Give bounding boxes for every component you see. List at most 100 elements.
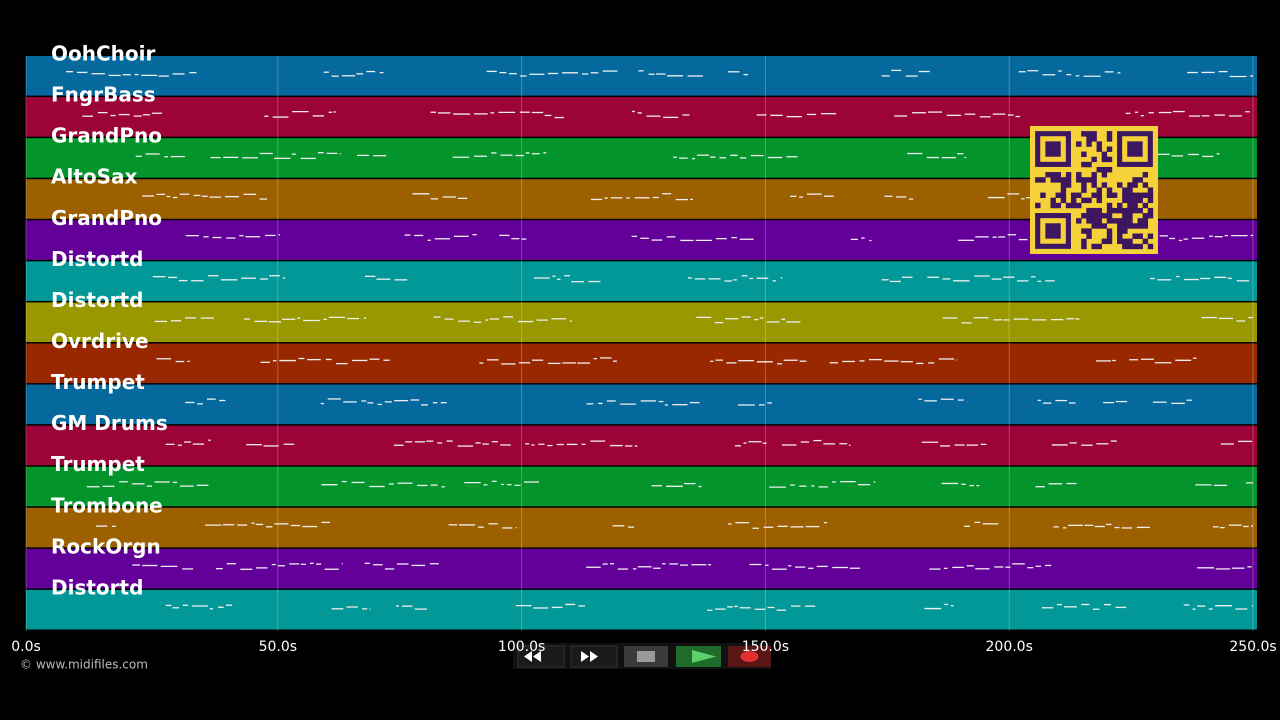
qr-finder [1117, 131, 1153, 167]
qr-module [1106, 166, 1113, 173]
qr-module [1086, 213, 1092, 219]
play-button[interactable] [676, 646, 721, 667]
track-row [26, 425, 1257, 466]
qr-module [1096, 166, 1102, 173]
qr-module [1086, 141, 1092, 147]
qr-finder [1045, 223, 1061, 239]
time-tick-label: 0.0s [11, 639, 41, 655]
qr-module [1106, 136, 1113, 142]
qr-module [1122, 187, 1128, 193]
track-labels: OohChoir FngrBass GrandPno AltoSax GrandPno D… [51, 42, 168, 600]
qr-module [1117, 228, 1123, 234]
qr-module [1081, 243, 1087, 250]
qr-module [1117, 202, 1123, 209]
track-label: GM Drums [51, 411, 168, 435]
track-label: GrandPno [51, 206, 162, 230]
qr-module [1076, 141, 1082, 147]
qr-module [1086, 177, 1092, 183]
qr-module [1091, 172, 1097, 178]
qr-module [1137, 233, 1143, 239]
qr-module [1106, 131, 1113, 137]
qr-module [1106, 207, 1113, 214]
qr-module [1096, 197, 1102, 204]
qr-module [1106, 218, 1113, 224]
qr-module [1096, 243, 1102, 250]
qr-module [1142, 202, 1149, 209]
qr-module [1111, 192, 1118, 198]
qr-module [1132, 202, 1138, 209]
qr-module [1081, 161, 1087, 168]
time-tick-label: 50.0s [259, 639, 297, 655]
qr-module [1091, 192, 1097, 198]
time-tick-label: 250.0s [1229, 639, 1276, 655]
qr-module [1127, 218, 1133, 224]
qr-module [1137, 192, 1143, 198]
qr-module [1132, 233, 1138, 239]
time-tick-label: 100.0s [498, 639, 545, 655]
qr-module [1106, 192, 1113, 198]
qr-module [1035, 202, 1041, 209]
qr-module [1060, 192, 1067, 198]
qr-module [1122, 197, 1128, 204]
qr-module [1055, 202, 1062, 209]
qr-module [1142, 223, 1149, 229]
qr-module [1045, 172, 1051, 178]
qr-module [1147, 213, 1154, 219]
record-button[interactable] [728, 646, 771, 667]
qr-module [1091, 177, 1097, 183]
transport-controls [513, 643, 771, 669]
qr-module [1117, 223, 1123, 229]
qr-module [1127, 213, 1133, 219]
qr-module [1106, 202, 1113, 209]
qr-module [1137, 177, 1143, 183]
track-row [26, 384, 1257, 425]
track-row [26, 466, 1257, 507]
qr-module [1122, 207, 1128, 214]
qr-module [1086, 218, 1092, 224]
rewind-button[interactable] [517, 645, 565, 668]
qr-module [1086, 207, 1092, 214]
track-label: Trumpet [51, 370, 145, 394]
qr-module [1060, 182, 1067, 188]
qr-module [1040, 177, 1046, 183]
qr-module [1127, 192, 1133, 198]
qr-module [1055, 192, 1062, 198]
qr-module [1081, 197, 1087, 204]
qr-module [1137, 207, 1143, 214]
qr-module [1101, 238, 1108, 245]
copyright: © www.midifiles.com [20, 658, 148, 672]
qr-module [1091, 218, 1097, 224]
qr-module [1137, 197, 1143, 204]
qr-module [1111, 207, 1118, 214]
qr-module [1101, 223, 1108, 229]
qr-module [1035, 177, 1041, 183]
qr-module [1132, 207, 1138, 214]
qr-module [1101, 213, 1108, 219]
track-row [26, 302, 1257, 342]
qr-module [1091, 131, 1097, 137]
qr-module [1132, 182, 1138, 188]
stop-button[interactable] [624, 646, 668, 667]
qr-module [1132, 177, 1138, 183]
qr-module [1070, 202, 1077, 209]
qr-module [1122, 192, 1128, 198]
qr-module [1147, 207, 1154, 214]
qr-module [1127, 243, 1133, 250]
qr-module [1096, 192, 1102, 198]
track-label: RockOrgn [51, 534, 161, 558]
qr-module [1081, 228, 1087, 234]
track-label: OohChoir [51, 42, 155, 66]
qr-module [1055, 177, 1062, 183]
qr-module [1122, 228, 1128, 234]
fast-forward-button[interactable] [570, 645, 618, 668]
qr-module [1101, 182, 1108, 188]
track-label: Distortd [51, 288, 143, 312]
qr-module [1076, 177, 1082, 183]
qr-module [1060, 177, 1067, 183]
track-row [26, 589, 1257, 630]
qr-module [1086, 228, 1092, 234]
qr-module [1081, 238, 1087, 245]
qr-code [1030, 126, 1158, 254]
